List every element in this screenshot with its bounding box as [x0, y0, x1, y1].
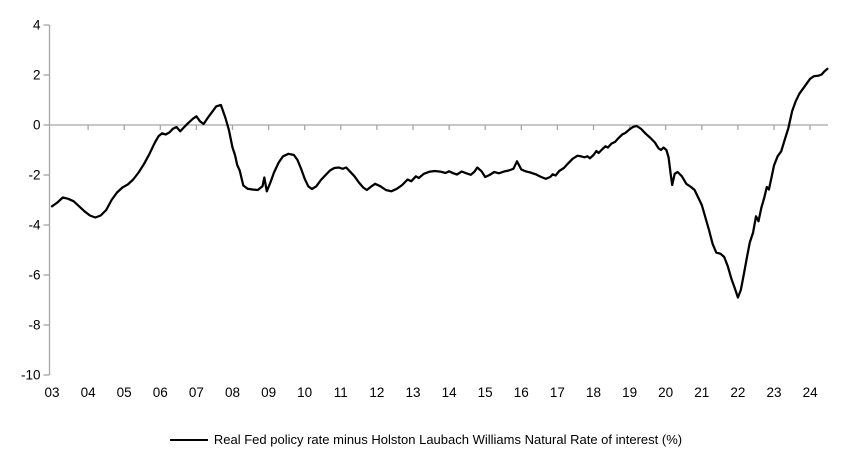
x-axis-tick-label: 12: [369, 385, 384, 400]
y-axis-tick-label: 0: [33, 118, 41, 133]
y-axis-tick-label: 2: [33, 68, 41, 83]
x-axis-tick-label: 08: [225, 385, 240, 400]
x-axis-tick-label: 09: [261, 385, 276, 400]
x-axis-tick-label: 19: [622, 385, 637, 400]
x-axis-tick-label: 16: [514, 385, 529, 400]
x-axis-tick-label: 10: [297, 385, 312, 400]
legend: Real Fed policy rate minus Holston Lauba…: [0, 432, 852, 447]
x-axis-tick-label: 20: [658, 385, 673, 400]
legend-line-sample: [169, 438, 208, 441]
y-axis-tick-label: -6: [28, 268, 40, 283]
x-axis-tick-label: 05: [117, 385, 132, 400]
y-axis-tick-label: -4: [28, 218, 40, 233]
x-axis-tick-label: 11: [334, 385, 348, 400]
x-axis-tick-label: 24: [803, 385, 819, 400]
y-axis-tick-label: -10: [21, 368, 41, 383]
x-axis-tick-label: 13: [405, 385, 420, 400]
x-axis-tick-label: 14: [442, 385, 458, 400]
x-axis-tick-label: 22: [730, 385, 745, 400]
x-axis-tick-label: 17: [550, 385, 565, 400]
series-line: [50, 67, 829, 299]
x-axis-tick-label: 06: [153, 385, 168, 400]
y-axis-tick-label: 4: [33, 18, 41, 33]
x-axis-tick-label: 18: [586, 385, 601, 400]
x-axis-tick-label: 03: [44, 385, 59, 400]
x-axis-tick-label: 07: [189, 385, 204, 400]
y-axis-tick-label: -8: [28, 318, 40, 333]
y-axis-tick-label: -2: [28, 168, 40, 183]
x-axis-tick-label: 23: [766, 385, 781, 400]
legend-label: Real Fed policy rate minus Holston Lauba…: [213, 432, 683, 447]
x-axis-tick-label: 04: [81, 385, 97, 400]
x-axis-tick-label: 21: [694, 385, 709, 400]
x-axis-tick-label: 15: [478, 385, 493, 400]
